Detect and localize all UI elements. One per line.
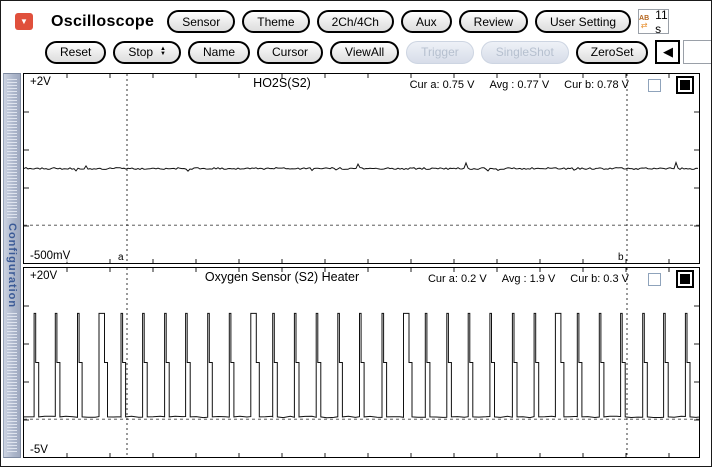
configuration-tab-label: Configuration bbox=[6, 222, 18, 309]
name-button[interactable]: Name bbox=[188, 40, 251, 64]
stepper-arrows-icon: ▲ ▼ bbox=[160, 46, 166, 57]
plots-column: +2V HO2S(S2) Cur a: 0.75 V Avg : 0.77 V … bbox=[23, 73, 700, 458]
chann2-cursor-b-value: Cur b: 0.3 V bbox=[570, 273, 629, 285]
toolbar-bottom: Reset Stop ▲ ▼ Name Cursor ViewAll Trigge… bbox=[1, 37, 711, 69]
record-time-display: AB ⇄ 11 s bbox=[638, 7, 669, 36]
channel1-active-checkbox[interactable] bbox=[676, 76, 694, 94]
main-area: Configuration +2V HO2S(S2) Cur a: 0.75 V… bbox=[1, 69, 711, 458]
timebase-control: ◀ 1s ▶ bbox=[655, 40, 711, 64]
theme-button[interactable]: Theme bbox=[242, 10, 310, 33]
channel2-bottom-voltage: -5V bbox=[30, 444, 48, 456]
channel2-checkbox[interactable] bbox=[648, 272, 661, 286]
left-arrow-icon: ◀ bbox=[662, 44, 673, 59]
channel1-cursor-b-value: Cur b: 0.78 V bbox=[564, 79, 629, 91]
configuration-tab[interactable]: Configuration bbox=[3, 73, 21, 458]
channel2-cursor-a-value: Cur a: 0.2 V bbox=[427, 273, 487, 285]
ab-icon-letters: AB bbox=[639, 14, 650, 22]
channel2-title: Oxygen Sensor (S2) Heater bbox=[204, 270, 360, 284]
viewall-button[interactable]: ViewAll bbox=[330, 40, 400, 64]
app-logo-icon[interactable]: ▼ bbox=[15, 13, 33, 30]
cursor-button[interactable]: Cursor bbox=[257, 40, 324, 64]
channel1-top-voltage: +2V bbox=[30, 76, 51, 88]
stop-button-label: Stop bbox=[128, 45, 154, 59]
singleshot-button: SingleShot bbox=[480, 40, 569, 64]
channel2-avg-value: Avg : 1.9 V bbox=[501, 273, 556, 285]
trigger-button: Trigger bbox=[406, 40, 474, 64]
reset-button[interactable]: Reset bbox=[45, 40, 107, 64]
timebase-value[interactable]: 1s bbox=[683, 40, 711, 64]
channel2-header: +20V Oxygen Sensor (S2) Heater Cur a: 0.… bbox=[30, 270, 694, 288]
toolbar-top: ▼ Oscilloscope Sensor Theme 2Ch/4Ch Aux … bbox=[1, 1, 711, 37]
tab-grip bbox=[7, 313, 17, 453]
channel1-waveform-svg bbox=[24, 74, 699, 263]
sensor-button[interactable]: Sensor bbox=[167, 10, 236, 33]
channel2-plot[interactable]: +20V Oxygen Sensor (S2) Heater Cur a: 0.… bbox=[23, 267, 700, 458]
channel1-checkbox[interactable] bbox=[648, 78, 661, 92]
zeroset-button[interactable]: ZeroSet bbox=[575, 40, 649, 64]
channel2-active-checkbox[interactable] bbox=[676, 270, 694, 288]
channel2-waveform-svg bbox=[24, 268, 699, 457]
aux-button[interactable]: Aux bbox=[400, 10, 452, 33]
cursor-a-label[interactable]: a bbox=[118, 252, 124, 263]
channel1-header: +2V HO2S(S2) Cur a: 0.75 V Avg : 0.77 V … bbox=[30, 76, 694, 94]
channel1-cursor-a-value: Cur a: 0.75 V bbox=[409, 79, 475, 91]
timebase-prev-button[interactable]: ◀ bbox=[655, 40, 681, 64]
review-button[interactable]: Review bbox=[458, 10, 529, 33]
app-title: Oscilloscope bbox=[51, 12, 155, 30]
channel1-plot[interactable]: +2V HO2S(S2) Cur a: 0.75 V Avg : 0.77 V … bbox=[23, 73, 700, 264]
ab-icon-arrows: ⇄ bbox=[640, 20, 648, 30]
stop-button[interactable]: Stop ▲ ▼ bbox=[113, 40, 181, 64]
channel2-top-voltage: +20V bbox=[30, 270, 58, 282]
record-time-value: 11 s bbox=[655, 7, 668, 36]
channel-mode-button[interactable]: 2Ch/4Ch bbox=[316, 10, 394, 33]
channel1-avg-value: Avg : 0.77 V bbox=[489, 79, 550, 91]
user-setting-button[interactable]: User Setting bbox=[535, 10, 632, 33]
channel1-bottom-voltage: -500mV bbox=[30, 250, 71, 262]
ab-cursor-time-icon: AB ⇄ bbox=[639, 14, 650, 30]
channel1-title: HO2S(S2) bbox=[253, 76, 311, 90]
tab-grip bbox=[7, 79, 17, 218]
cursor-b-label[interactable]: b bbox=[618, 252, 624, 263]
